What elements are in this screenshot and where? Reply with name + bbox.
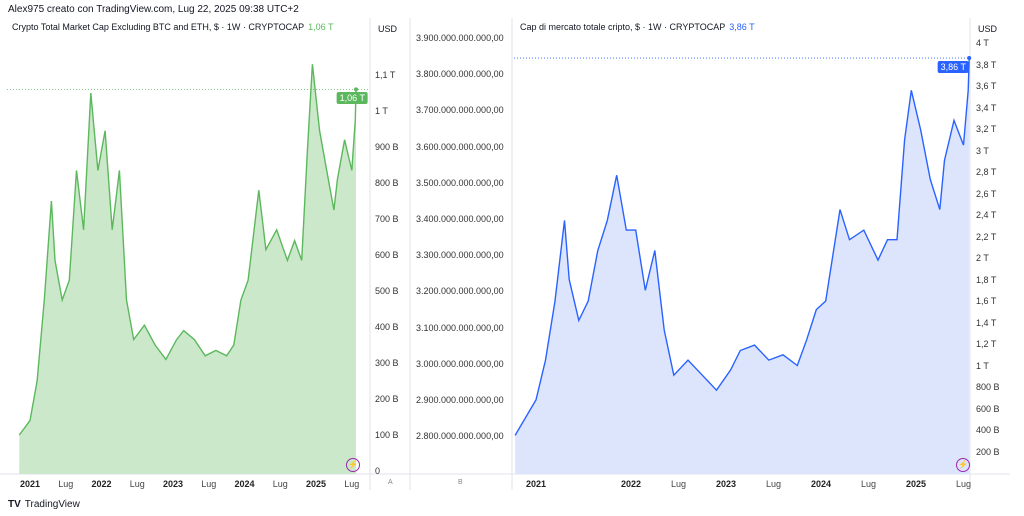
x-tick-label: 2022: [620, 479, 642, 489]
x-tick-label: Lug: [955, 479, 972, 489]
y-tick-label: 800 B: [375, 178, 399, 188]
middle-axis-tick-label: 3.300.000.000.000,00: [416, 250, 504, 261]
y-tick-label: 1,2 T: [976, 339, 997, 349]
middle-axis-tick-label: 3.700.000.000.000,00: [416, 105, 504, 116]
y-tick-label: 4 T: [976, 38, 989, 48]
y-tick-label: 1,8 T: [976, 274, 997, 285]
left-chart-title: Crypto Total Market Cap Excluding BTC an…: [12, 22, 305, 32]
y-tick-label: 900 B: [375, 142, 399, 152]
last-point-marker: [967, 56, 972, 61]
left-chart-last-value: 1,06 T: [308, 22, 334, 32]
x-tick-label: 2025: [305, 479, 327, 489]
y-tick-label: 400 B: [375, 322, 399, 332]
x-tick-label: 2025: [905, 479, 927, 489]
y-tick-label: 300 B: [375, 358, 399, 368]
y-tick-label: 1,4 T: [976, 317, 997, 328]
y-tick-label: 3,4 T: [976, 102, 997, 113]
y-tick-label: 600 B: [375, 250, 399, 260]
right-chart-last-value: 3,86 T: [729, 22, 755, 32]
middle-scale-button[interactable]: B: [458, 479, 463, 486]
left-chart-legend: Crypto Total Market Cap Excluding BTC an…: [12, 22, 333, 32]
right-chart-legend: Cap di mercato totale cripto, $ · 1W · C…: [520, 22, 755, 32]
middle-axis-tick-label: 3.200.000.000.000,00: [416, 286, 504, 297]
last-value-badge: 3,86 T: [937, 61, 969, 74]
x-tick-label: 2024: [234, 479, 255, 489]
x-tick-label: 2023: [162, 479, 184, 489]
y-tick-label: 1,1 T: [375, 70, 396, 80]
y-tick-label: 200 B: [976, 446, 1000, 457]
right-currency-label: USD: [978, 24, 998, 34]
x-tick-label: 2021: [19, 479, 41, 489]
series-area: [515, 58, 970, 474]
y-tick-label: 1,6 T: [976, 296, 997, 306]
y-tick-label: 400 B: [976, 425, 1000, 435]
middle-axis-tick-label: 3.100.000.000.000,00: [416, 322, 504, 333]
y-tick-label: 1 T: [375, 106, 388, 116]
y-tick-label: 700 B: [375, 214, 399, 224]
middle-axis-tick-label: 3.000.000.000.000,00: [416, 358, 504, 369]
y-tick-label: 3,8 T: [976, 59, 997, 70]
y-tick-label: 800 B: [976, 382, 1000, 392]
tradingview-logo: TV TradingView: [8, 499, 80, 510]
middle-axis-tick-label: 3.800.000.000.000,00: [416, 69, 504, 80]
middle-axis-tick-label: 3.900.000.000.000,00: [416, 33, 504, 43]
x-tick-label: 2024: [810, 479, 832, 489]
middle-axis-tick-label: 3.500.000.000.000,00: [416, 177, 504, 188]
x-tick-label: Lug: [58, 479, 74, 489]
y-tick-label: 600 B: [976, 403, 1000, 414]
y-tick-label: 0: [375, 466, 381, 476]
last-point-marker: [354, 87, 359, 92]
y-tick-label: 2,6 T: [976, 188, 997, 199]
chart-header: Alex975 creato con TradingView.com, Lug …: [8, 4, 299, 15]
y-tick-label: 100 B: [375, 430, 399, 440]
y-tick-label: 2 T: [976, 253, 989, 263]
y-tick-label: 3 T: [976, 145, 989, 156]
y-tick-label: 3,6 T: [976, 81, 997, 91]
x-tick-label: 2022: [91, 479, 112, 489]
y-tick-label: 500 B: [375, 286, 399, 296]
x-tick-label: Lug: [201, 479, 217, 489]
series-line: [514, 58, 970, 436]
y-tick-label: 2,2 T: [976, 231, 997, 242]
x-tick-label: Lug: [344, 479, 360, 489]
tv-logo-text: TradingView: [24, 499, 80, 510]
middle-axis-tick-label: 3.400.000.000.000,00: [416, 214, 504, 224]
lightning-icon[interactable]: ⚡: [956, 458, 970, 472]
series-line: [18, 64, 357, 436]
x-tick-label: Lug: [272, 479, 288, 489]
y-tick-label: 200 B: [375, 394, 399, 404]
x-tick-label: 2021: [525, 479, 547, 489]
y-tick-label: 2,4 T: [976, 210, 997, 220]
series-area: [19, 64, 357, 474]
last-value-badge: 1,06 T: [336, 92, 368, 105]
left-scale-button[interactable]: A: [388, 479, 393, 486]
x-tick-label: Lug: [860, 479, 877, 489]
y-tick-label: 3,2 T: [976, 124, 997, 134]
x-tick-label: Lug: [765, 479, 782, 489]
x-tick-label: 2023: [715, 479, 737, 489]
middle-axis-tick-label: 2.800.000.000.000,00: [416, 431, 504, 442]
middle-axis-tick-label: 2.900.000.000.000,00: [416, 395, 504, 405]
y-tick-label: 2,8 T: [976, 167, 997, 177]
tv-logo-icon: TV: [8, 499, 21, 510]
x-tick-label: Lug: [670, 479, 687, 489]
right-chart-title: Cap di mercato totale cripto, $ · 1W · C…: [520, 22, 726, 32]
left-currency-label: USD: [378, 24, 398, 34]
middle-axis-tick-label: 3.600.000.000.000,00: [416, 141, 504, 152]
y-tick-label: 1 T: [976, 360, 989, 371]
x-tick-label: Lug: [129, 479, 145, 489]
lightning-icon[interactable]: ⚡: [346, 458, 360, 472]
